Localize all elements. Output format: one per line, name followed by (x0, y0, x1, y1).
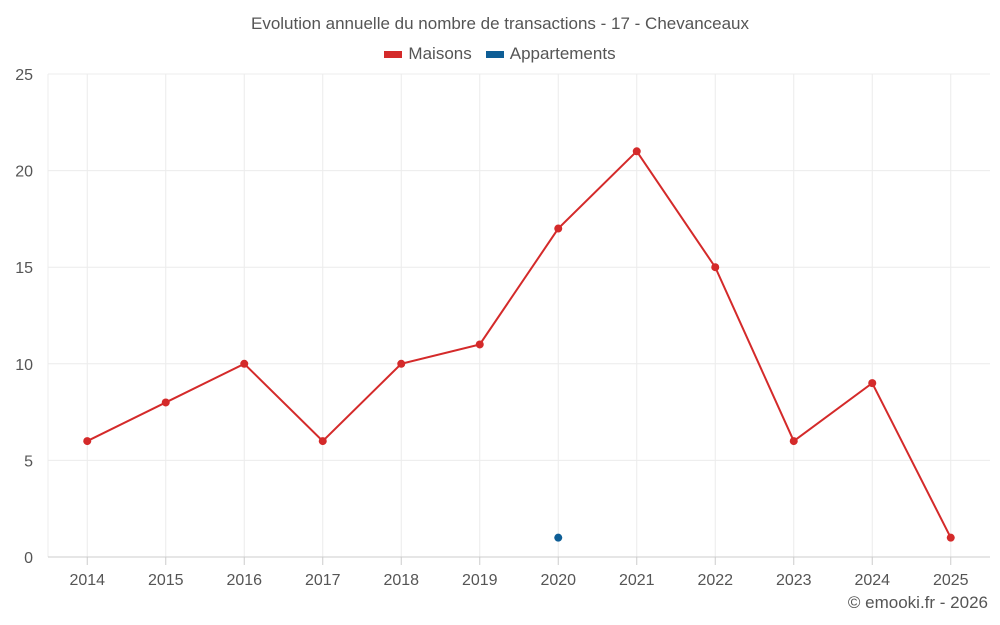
data-point-maisons (789, 437, 798, 446)
x-tick-label: 2017 (305, 572, 341, 589)
data-point-maisons (946, 533, 955, 542)
x-tick-label: 2022 (697, 572, 733, 589)
y-tick-label: 10 (15, 357, 33, 374)
credit-text: © emooki.fr - 2026 (847, 593, 988, 612)
y-tick-label: 0 (24, 550, 33, 567)
data-point-maisons (397, 359, 406, 368)
x-tick-label: 2019 (462, 572, 498, 589)
legend-item-appartements[interactable]: Appartements (485, 44, 616, 64)
x-tick-label: 2018 (383, 572, 419, 589)
y-tick-label: 25 (15, 67, 33, 84)
data-point-maisons (868, 379, 877, 388)
x-tick-label: 2015 (148, 572, 184, 589)
legend-label-maisons: Maisons (408, 44, 472, 63)
x-tick-label: 2020 (540, 572, 576, 589)
x-tick-label: 2021 (619, 572, 655, 589)
data-point-maisons (475, 340, 484, 349)
legend-swatch-appartements (485, 50, 504, 58)
y-tick-label: 20 (15, 164, 33, 181)
x-tick-label: 2016 (226, 572, 262, 589)
series-line-maisons (86, 149, 952, 539)
y-tick-label: 15 (15, 260, 33, 277)
data-point-maisons (83, 437, 92, 446)
x-tick-label: 2024 (854, 572, 890, 589)
data-point-maisons (711, 263, 720, 272)
legend-item-maisons[interactable]: Maisons (384, 44, 472, 64)
data-point-maisons (632, 147, 641, 156)
data-point-appartements (554, 533, 563, 542)
data-point-maisons (318, 437, 327, 446)
x-tick-label: 2025 (933, 572, 969, 589)
data-point-maisons (554, 224, 563, 233)
data-point-maisons (161, 398, 170, 407)
legend-label-appartements: Appartements (509, 44, 616, 63)
x-tick-label: 2014 (69, 572, 105, 589)
data-point-maisons (240, 359, 249, 368)
chart-title: Evolution annuelle du nombre de transact… (250, 14, 750, 33)
y-tick-label: 5 (24, 453, 33, 470)
legend-swatch-maisons (384, 50, 403, 58)
legend: Maisons Appartements (0, 44, 1000, 64)
x-tick-label: 2023 (776, 572, 812, 589)
